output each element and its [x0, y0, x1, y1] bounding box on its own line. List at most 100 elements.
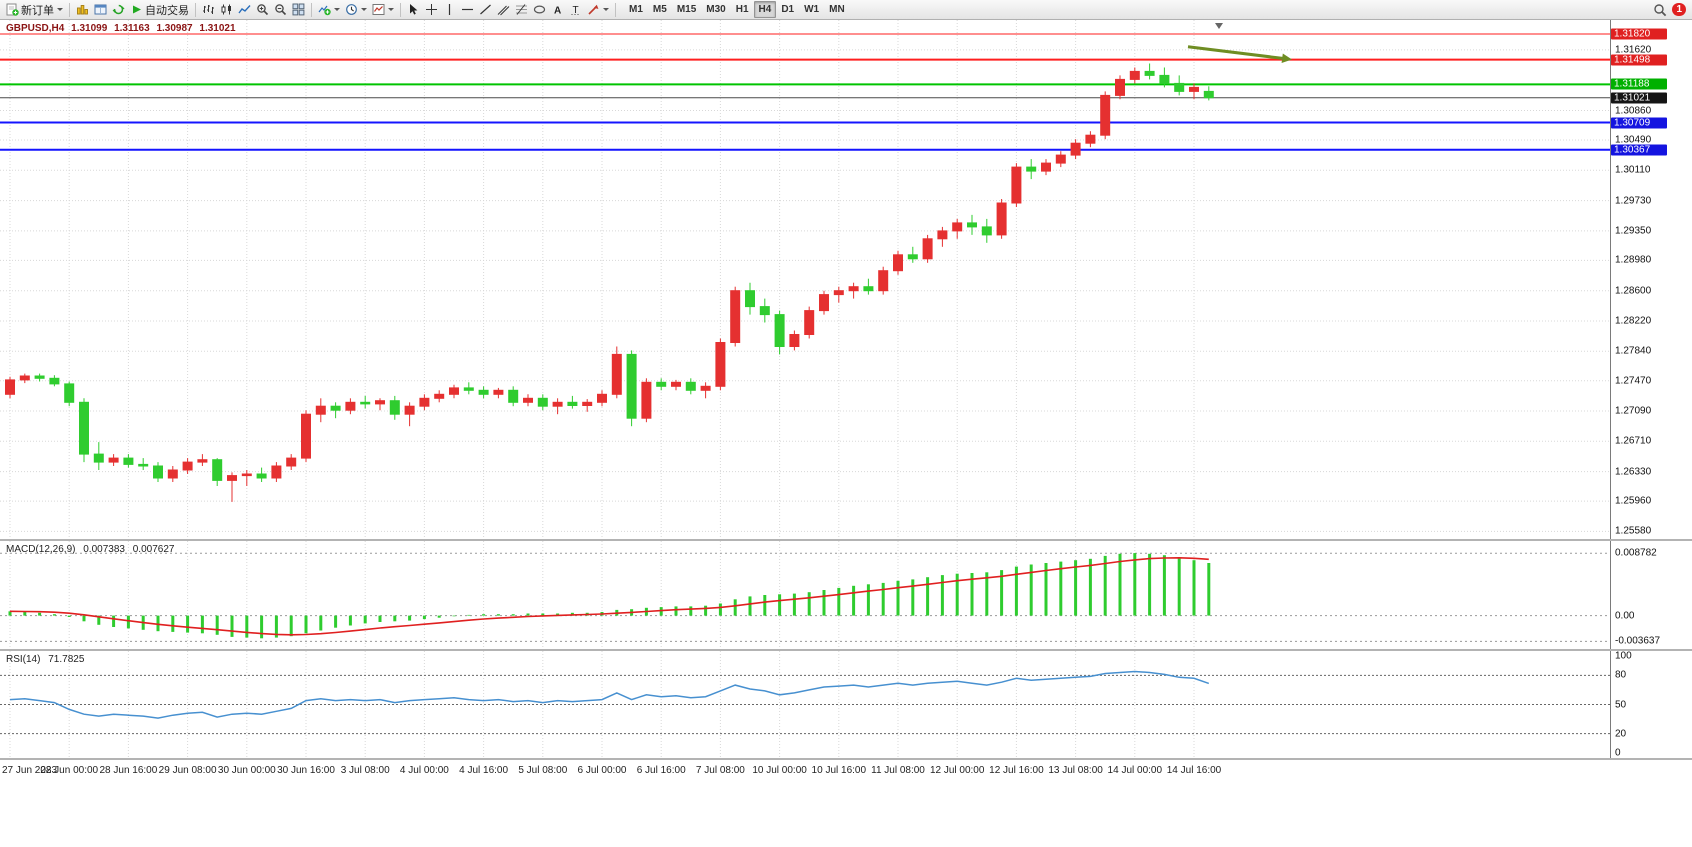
market-watch-button[interactable]	[74, 1, 91, 18]
text-label-tool-button[interactable]: T	[567, 1, 584, 18]
time-axis[interactable]: 27 Jun 2023 28 Jun 00:00 28 Jun 16:00 29 Ju…	[0, 760, 1692, 781]
cursor-tool-button[interactable]	[405, 1, 422, 18]
candle	[567, 401, 578, 406]
macd-chart-svg[interactable]	[0, 541, 1610, 649]
fibonacci-icon	[516, 4, 527, 15]
macd-axis-tick: 0.00	[1615, 610, 1635, 622]
candle	[508, 389, 519, 403]
candlestick-chart-icon	[221, 4, 231, 15]
time-axis-label: 11 Jul 08:00	[871, 765, 925, 776]
candle	[730, 290, 741, 344]
fibonacci-tool-button[interactable]	[513, 1, 530, 18]
price-tick: 1.26330	[1615, 466, 1652, 478]
timeframe-W1[interactable]: W1	[804, 4, 820, 15]
candle	[1070, 142, 1081, 156]
search-icon[interactable]	[1653, 3, 1667, 17]
price-level-label[interactable]: 1.30367	[1611, 144, 1667, 156]
candle	[330, 405, 341, 411]
bar-chart-button[interactable]	[200, 1, 217, 18]
candlestick-chart-button[interactable]	[218, 1, 235, 18]
rsi-line	[9, 670, 1210, 719]
grid	[0, 651, 1610, 758]
notification-badge[interactable]: 1	[1672, 3, 1686, 16]
close-value: 1.31021	[199, 23, 236, 34]
timeframe-MN[interactable]: MN	[829, 4, 845, 15]
templates-button[interactable]	[370, 1, 396, 18]
toolbar-right-group: 1	[1653, 3, 1688, 17]
candle	[582, 401, 593, 406]
candle	[182, 461, 193, 471]
zoom-in-button[interactable]	[254, 1, 271, 18]
timeframe-H4[interactable]: H4	[753, 1, 777, 18]
vertical-line-tool-button[interactable]	[441, 1, 458, 18]
timeframe-M5[interactable]: M5	[652, 4, 667, 15]
text-tool-button[interactable]: A	[549, 1, 566, 18]
new-order-button[interactable]: 新订单	[4, 1, 65, 18]
candle	[404, 405, 415, 415]
price-chart-panel[interactable]: GBPUSD,H4 1.31099 1.31163 1.30987 1.3102…	[0, 20, 1692, 541]
shapes-tool-button[interactable]	[531, 1, 548, 18]
candle	[759, 306, 770, 316]
price-level-label[interactable]: 1.31820	[1611, 28, 1667, 40]
candle	[626, 353, 637, 419]
timeframe-H1[interactable]: H1	[735, 4, 749, 15]
price-level-label[interactable]: 1.30709	[1611, 117, 1667, 128]
open-value: 1.31099	[71, 23, 108, 34]
dropdown-caret	[334, 8, 340, 11]
timeframe-M30[interactable]: M30	[706, 4, 726, 15]
candle	[863, 286, 874, 292]
price-level-label[interactable]: 1.31498	[1611, 54, 1667, 66]
price-level-label[interactable]: 1.31021	[1611, 92, 1667, 104]
candle	[1189, 86, 1199, 92]
candle	[833, 290, 844, 296]
timeframe-M1[interactable]: M1	[629, 4, 643, 15]
rsi-indicator-panel[interactable]: RSI(14) 71.7825 100 80 50 20 0	[0, 651, 1692, 760]
candle	[952, 222, 963, 232]
price-axis[interactable]: 1.31620 1.30860 1.30490 1.30110 1.29730 1.293…	[1610, 20, 1692, 539]
line-chart-button[interactable]	[236, 1, 253, 18]
autotrading-button[interactable]: 自动交易	[128, 1, 191, 18]
horizontal-line-tool-button[interactable]	[459, 1, 476, 18]
timeframe-M15[interactable]: M15	[676, 4, 697, 15]
refresh-button[interactable]	[110, 1, 127, 18]
periods-button[interactable]	[343, 1, 369, 18]
macd-main-value: 0.007383	[83, 544, 125, 555]
data-window-button[interactable]	[92, 1, 109, 18]
candle	[1115, 78, 1125, 96]
toolbar-separator	[400, 2, 401, 17]
add-indicator-button[interactable]	[316, 1, 342, 18]
dropdown-caret	[388, 8, 394, 11]
zoom-out-button[interactable]	[272, 1, 289, 18]
candle	[685, 381, 696, 391]
candle	[893, 254, 903, 272]
time-axis-label: 28 Jun 00:00	[40, 765, 99, 776]
time-axis-label: 30 Jun 16:00	[277, 765, 335, 776]
time-axis-label: 29 Jun 08:00	[158, 765, 217, 776]
price-level-label[interactable]: 1.31188	[1611, 78, 1667, 90]
price-tick: 1.28600	[1615, 285, 1652, 297]
candle	[1011, 166, 1022, 204]
dropdown-caret	[603, 8, 609, 11]
candle	[1085, 134, 1096, 144]
candle	[64, 383, 75, 403]
rsi-chart-svg[interactable]	[0, 651, 1610, 758]
candle	[789, 334, 800, 347]
price-chart-svg[interactable]	[0, 20, 1610, 539]
timeframe-D1[interactable]: D1	[781, 4, 795, 15]
candle	[108, 457, 119, 463]
macd-indicator-panel[interactable]: MACD(12,26,9) 0.007383 0.007627 0.008782…	[0, 541, 1692, 651]
candle	[611, 353, 622, 395]
vertical-line-icon	[448, 4, 451, 15]
add-indicator-icon	[318, 5, 331, 16]
trendline-tool-button[interactable]	[477, 1, 494, 18]
time-axis-label: 5 Jul 08:00	[518, 765, 568, 776]
time-axis-label: 10 Jul 16:00	[811, 765, 867, 776]
candle	[197, 459, 208, 463]
time-axis-label: 28 Jun 16:00	[99, 765, 158, 776]
channel-tool-button[interactable]	[495, 1, 512, 18]
crosshair-tool-button[interactable]	[423, 1, 440, 18]
arrows-tool-button[interactable]	[585, 1, 611, 18]
tile-windows-icon	[292, 3, 305, 16]
time-axis-label: 12 Jul 00:00	[929, 765, 985, 776]
tile-windows-button[interactable]	[290, 1, 307, 18]
